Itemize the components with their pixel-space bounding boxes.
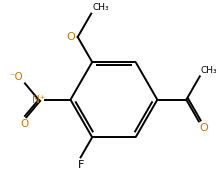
- Text: O: O: [66, 32, 75, 42]
- Text: O: O: [200, 123, 208, 133]
- Text: O: O: [21, 119, 29, 129]
- Text: ⁻O: ⁻O: [9, 73, 23, 83]
- Text: CH₃: CH₃: [92, 3, 109, 12]
- Text: CH₃: CH₃: [201, 66, 217, 75]
- Text: F: F: [77, 160, 84, 170]
- Text: N⁺: N⁺: [32, 95, 45, 105]
